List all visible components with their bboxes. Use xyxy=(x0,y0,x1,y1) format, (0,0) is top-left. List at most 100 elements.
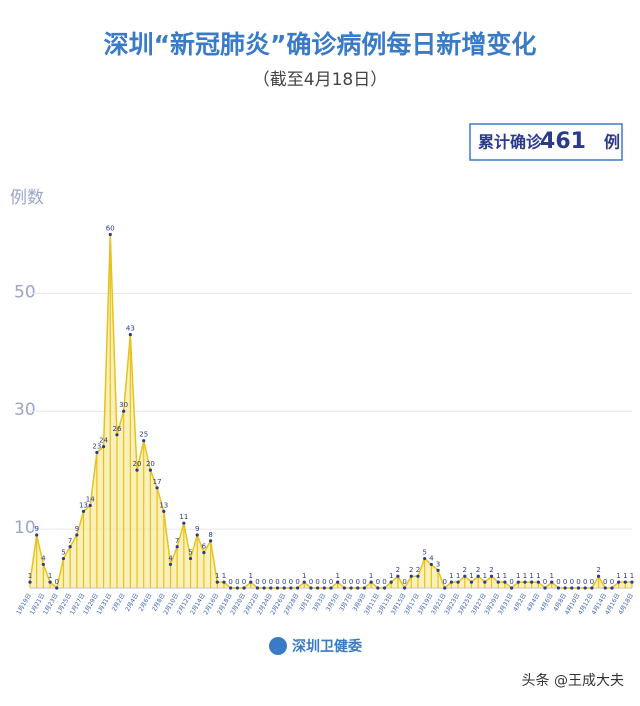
value-label: 1 xyxy=(523,572,527,580)
value-label: 0 xyxy=(342,578,346,586)
point xyxy=(188,556,193,561)
value-label: 1 xyxy=(483,572,487,580)
point xyxy=(382,586,387,590)
point xyxy=(463,574,467,578)
point xyxy=(536,580,540,584)
value-label: 0 xyxy=(322,578,326,586)
value-label: 2 xyxy=(396,566,400,574)
point xyxy=(28,580,32,584)
point xyxy=(35,533,39,537)
point xyxy=(295,586,300,590)
point xyxy=(101,444,106,449)
point xyxy=(95,450,99,455)
point xyxy=(249,580,253,584)
value-label: 24 xyxy=(99,437,108,445)
value-label: 0 xyxy=(570,578,574,586)
point xyxy=(362,586,367,590)
value-label: 11 xyxy=(179,513,188,521)
value-label: 1 xyxy=(389,572,393,580)
point xyxy=(503,580,507,584)
chart-title: 深圳“新冠肺炎”确诊病例每日新增变化 xyxy=(104,30,537,59)
value-label: 0 xyxy=(295,578,299,586)
value-label: 8 xyxy=(208,531,212,539)
value-label: 60 xyxy=(106,224,115,232)
point xyxy=(516,580,520,584)
point xyxy=(443,586,447,590)
y-tick-label: 10 xyxy=(14,518,36,538)
point xyxy=(530,580,534,584)
point xyxy=(115,433,119,437)
point xyxy=(275,586,280,590)
point xyxy=(88,503,92,508)
value-label: 1 xyxy=(623,572,627,580)
value-label: 0 xyxy=(242,578,246,586)
point xyxy=(322,586,326,590)
value-label: 20 xyxy=(133,460,142,468)
value-label: 0 xyxy=(576,578,580,586)
value-label: 1 xyxy=(456,572,460,580)
point xyxy=(556,586,561,590)
value-label: 0 xyxy=(55,578,59,586)
point xyxy=(41,562,45,567)
point xyxy=(436,568,440,572)
value-label: 4 xyxy=(41,554,46,562)
point xyxy=(349,586,353,590)
value-label: 7 xyxy=(68,537,72,545)
y-tick-label: 30 xyxy=(14,400,36,420)
point xyxy=(142,439,146,443)
point xyxy=(610,586,614,590)
point xyxy=(215,580,219,584)
value-label: 0 xyxy=(563,578,567,586)
value-label: 0 xyxy=(282,578,286,586)
value-label: 2 xyxy=(416,566,420,574)
value-label: 1 xyxy=(529,572,533,580)
y-tick-label: 50 xyxy=(14,282,36,302)
point xyxy=(449,580,453,584)
value-label: 1 xyxy=(496,572,500,580)
value-label: 9 xyxy=(195,525,199,533)
point xyxy=(269,586,273,590)
value-label: 25 xyxy=(139,431,148,439)
value-label: 0 xyxy=(362,578,366,586)
total-box xyxy=(469,123,623,161)
value-label: 6 xyxy=(202,543,207,551)
value-label: 1 xyxy=(630,572,634,580)
value-label: 23 xyxy=(92,442,101,450)
point xyxy=(596,574,601,578)
point xyxy=(576,586,581,590)
value-label: 1 xyxy=(469,572,473,580)
value-label: 2 xyxy=(463,566,467,574)
value-label: 2 xyxy=(489,566,493,574)
total-suffix: 例 xyxy=(604,133,620,152)
point xyxy=(209,539,213,543)
value-label: 13 xyxy=(79,501,88,509)
point xyxy=(316,586,320,590)
point xyxy=(456,580,460,584)
value-label: 5 xyxy=(61,549,65,557)
point xyxy=(195,533,199,537)
value-label: 1 xyxy=(302,572,306,580)
value-label: 1 xyxy=(248,572,252,580)
value-label: 7 xyxy=(175,537,179,545)
value-label: 43 xyxy=(126,325,135,333)
value-label: 0 xyxy=(543,578,547,586)
point xyxy=(489,574,494,578)
point xyxy=(222,580,226,584)
value-label: 9 xyxy=(34,525,38,533)
point xyxy=(182,521,186,525)
point xyxy=(81,509,86,513)
value-label: 0 xyxy=(269,578,273,586)
point xyxy=(262,586,266,590)
value-label: 0 xyxy=(275,578,279,586)
point xyxy=(409,574,413,578)
point xyxy=(108,232,112,237)
point xyxy=(429,562,433,567)
value-label: 0 xyxy=(262,578,266,586)
value-label: 1 xyxy=(28,572,32,580)
value-label: 1 xyxy=(449,572,453,580)
point xyxy=(563,586,567,590)
value-label: 1 xyxy=(48,572,52,580)
value-label: 1 xyxy=(222,572,226,580)
point xyxy=(590,586,594,590)
point xyxy=(617,580,621,584)
